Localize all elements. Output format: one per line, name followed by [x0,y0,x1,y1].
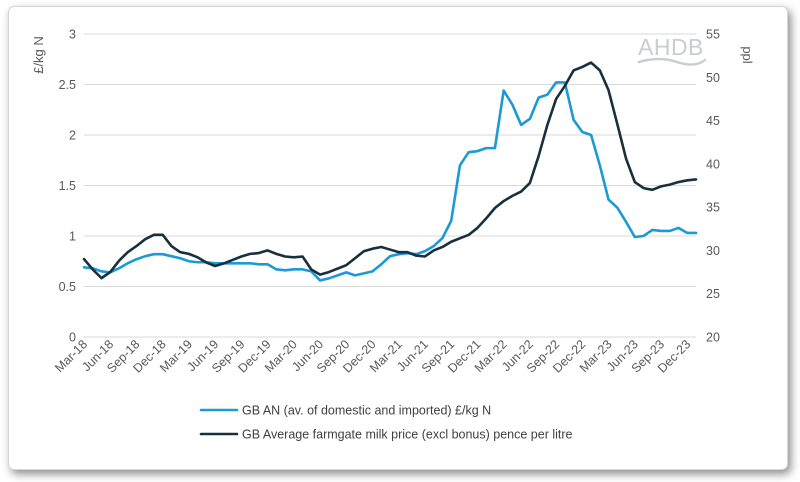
ahdb-logo: AHDB [637,34,707,66]
chart-canvas: 0 0.5 1 1.5 2 2.5 3 20 25 30 35 40 45 50 55 Mar-18Jun… [31,28,755,442]
left-tick-label: 2 [69,129,76,143]
milk-price-series-line [82,61,698,280]
chart-frame: 0 0.5 1 1.5 2 2.5 3 20 25 30 35 40 45 50 55 Mar-18 Jun… [8,6,788,470]
right-axis-title: ppl [740,46,755,63]
left-tick-label: 2.5 [59,78,76,92]
logo-swoosh [637,57,707,66]
right-tick-label: 35 [706,201,720,215]
right-tick-label: 25 [706,287,720,301]
right-tick-label: 20 [706,331,720,345]
left-tick-label: 1.5 [59,179,76,193]
right-tick-label: 30 [706,244,720,258]
left-tick-label: 3 [69,28,76,42]
series-lines [82,61,698,282]
left-tick-label: 0.5 [59,280,76,294]
logo-text: AHDB [638,34,704,60]
right-tick-label: 45 [706,114,720,128]
left-tick-label: 1 [69,230,76,244]
legend-label: GB AN (av. of domestic and imported) £/k… [242,404,491,418]
right-tick-label: 55 [706,28,720,42]
right-tick-label: 40 [706,157,720,171]
an-price-series-line [82,81,698,282]
legend: GB AN (av. of domestic and imported) £/k… [199,404,573,442]
right-tick-label: 50 [706,71,720,85]
left-tick-label: 0 [69,331,76,345]
left-y-axis-ticks: 0 0.5 1 1.5 2 2.5 3 [59,28,76,345]
left-axis-title: £/kg N [31,36,46,74]
x-axis-ticks: Mar-18Jun-18Sep-18Dec-18Mar-19Jun-19Sep-… [52,337,693,375]
right-y-axis-ticks: 20 25 30 35 40 45 50 55 [706,28,720,345]
gridlines [84,33,696,338]
legend-label: GB Average farmgate milk price (excl bon… [242,428,573,442]
